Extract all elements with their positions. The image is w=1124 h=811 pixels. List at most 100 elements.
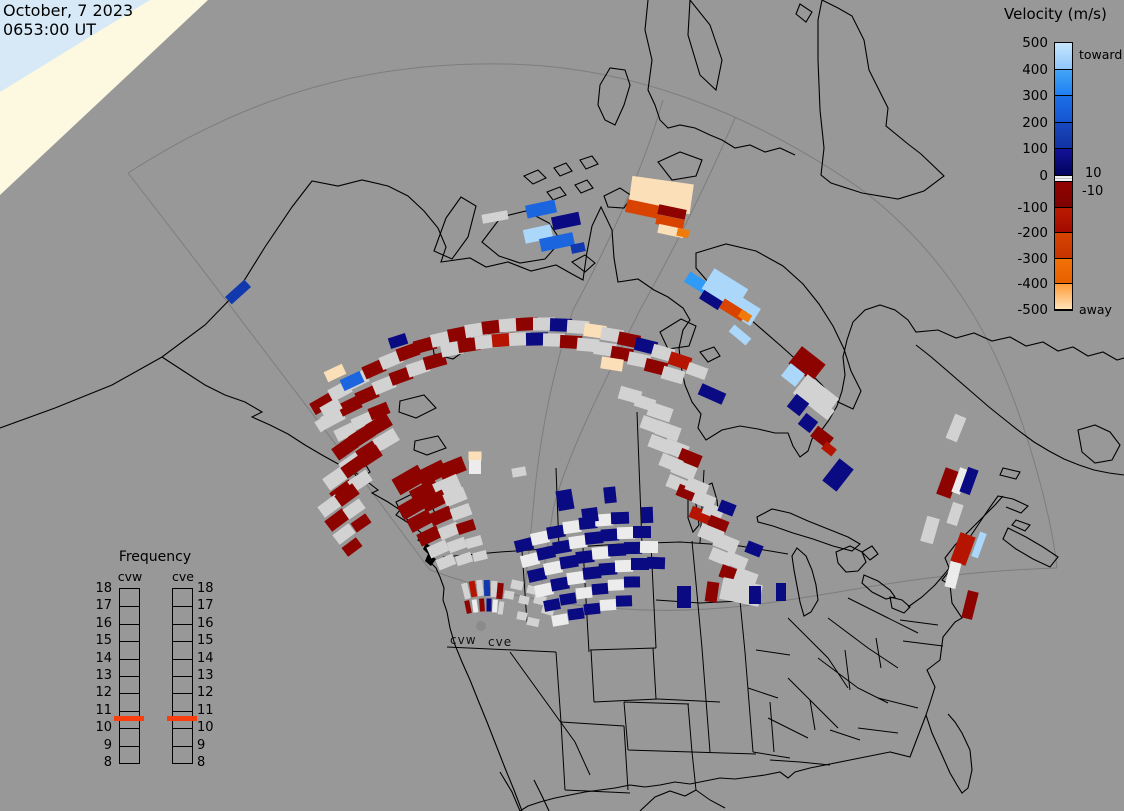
- velocity-cell: [533, 317, 555, 331]
- velocity-cell: [361, 358, 387, 380]
- velocity-cell: [699, 289, 723, 311]
- velocity-cell: [491, 332, 515, 348]
- velocity-cell: [549, 318, 573, 332]
- frequency-tickline: [173, 728, 192, 730]
- velocity-cell: [526, 567, 548, 583]
- velocity-cell: [610, 345, 634, 363]
- velocity-cell: [776, 583, 786, 601]
- velocity-cell: [946, 501, 964, 527]
- velocity-cell: [744, 540, 764, 558]
- velocity-tick-200: 200: [1022, 114, 1048, 131]
- velocity-cell: [599, 598, 617, 612]
- velocity-cell: [660, 365, 686, 385]
- velocity-cell: [616, 526, 636, 540]
- velocity-cell: [354, 384, 380, 406]
- velocity-cell: [396, 494, 428, 520]
- velocity-cell: [542, 333, 566, 347]
- velocity-tick-0: 0: [1039, 168, 1048, 184]
- velocity-cell: [936, 467, 960, 499]
- velocity-tick--100: -100: [1017, 199, 1048, 216]
- frequency-level-left-15: 15: [95, 633, 112, 649]
- velocity-cell: [723, 292, 761, 326]
- velocity-zero-band: [1055, 176, 1072, 182]
- velocity-cell: [371, 374, 397, 396]
- velocity-cell: [685, 361, 709, 381]
- velocity-cell: [319, 397, 343, 419]
- velocity-cell: [562, 519, 582, 535]
- velocity-cell: [426, 539, 450, 559]
- velocity-cell: [498, 317, 522, 333]
- velocity-cell: [314, 411, 338, 433]
- velocity-cell: [584, 531, 604, 545]
- frequency-tickline: [120, 728, 139, 730]
- time-text: 0653:00 UT: [3, 20, 97, 39]
- corner-sky-wedge: [0, 0, 150, 92]
- velocity-cell: [497, 601, 505, 615]
- velocity-cell: [496, 582, 504, 600]
- frequency-level-right-8: 8: [197, 755, 206, 770]
- velocity-cell: [449, 502, 473, 522]
- velocity-cell: [350, 411, 374, 431]
- velocity-cell: [568, 534, 588, 550]
- velocity-segment-away-0: [1055, 182, 1072, 208]
- velocity-cell: [646, 556, 666, 570]
- velocity-cell: [471, 599, 479, 613]
- velocity-cell: [631, 558, 649, 570]
- velocity-cell: [615, 595, 633, 607]
- velocity-cell: [646, 401, 674, 423]
- velocity-cell: [570, 242, 586, 254]
- velocity-cell: [515, 316, 539, 332]
- velocity-cell: [593, 341, 617, 357]
- velocity-cell: [566, 319, 590, 335]
- velocity-cell: [526, 616, 540, 628]
- velocity-cell: [749, 586, 761, 604]
- velocity-cell: [476, 579, 484, 597]
- date-text: October, 7 2023: [3, 1, 134, 20]
- velocity-cell: [486, 598, 492, 612]
- velocity-cell: [422, 351, 448, 371]
- velocity-cell: [350, 513, 372, 533]
- velocity-cell: [576, 337, 600, 353]
- frequency-level-left-9: 9: [103, 737, 112, 753]
- velocity-cell: [575, 549, 595, 565]
- velocity-tick-500: 500: [1022, 35, 1048, 51]
- frequency-level-right-15: 15: [197, 633, 214, 649]
- velocity-cell: [920, 515, 940, 545]
- velocity-cell: [516, 611, 528, 621]
- frequency-level-left-8: 8: [103, 755, 112, 770]
- frequency-tickline: [120, 606, 139, 608]
- velocity-tick--400: -400: [1017, 276, 1048, 293]
- velocity-cell: [575, 586, 593, 600]
- velocity-segment-away-3: [1055, 258, 1072, 285]
- velocity-cell: [341, 537, 363, 557]
- velocity-cell: [971, 531, 987, 559]
- frequency-tickline: [120, 623, 139, 625]
- velocity-cell: [944, 561, 962, 589]
- puget-sound-detail: [423, 543, 436, 566]
- velocity-tick-100: 100: [1022, 141, 1048, 158]
- frequency-level-right-11: 11: [197, 702, 214, 718]
- velocity-cell: [961, 590, 979, 620]
- frequency-level-left-18: 18: [95, 581, 112, 596]
- map-radar-label-cvw: cvw: [450, 633, 477, 647]
- velocity-cell: [551, 613, 569, 627]
- velocity-cell: [511, 466, 527, 478]
- velocity-cell: [428, 505, 454, 527]
- velocity-cell: [372, 427, 400, 453]
- velocity-cell: [533, 582, 555, 598]
- pos-threshold-label: 10: [1085, 166, 1102, 181]
- velocity-segment-toward-2: [1055, 96, 1072, 123]
- frequency-level-left-17: 17: [95, 598, 112, 614]
- frequency-level-left-14: 14: [95, 650, 112, 666]
- frequency-marker-cve: [167, 715, 197, 721]
- velocity-cell: [701, 501, 725, 521]
- velocity-cell: [461, 582, 471, 600]
- velocity-cell: [677, 586, 691, 608]
- velocity-cell: [655, 214, 685, 230]
- datetime-label: October, 7 2023 0653:00 UT: [3, 1, 133, 39]
- velocity-cell: [437, 456, 467, 480]
- velocity-cell: [675, 483, 699, 503]
- velocity-cell: [543, 598, 561, 612]
- frequency-tickline: [173, 745, 192, 747]
- velocity-segment-away-4: [1055, 284, 1072, 310]
